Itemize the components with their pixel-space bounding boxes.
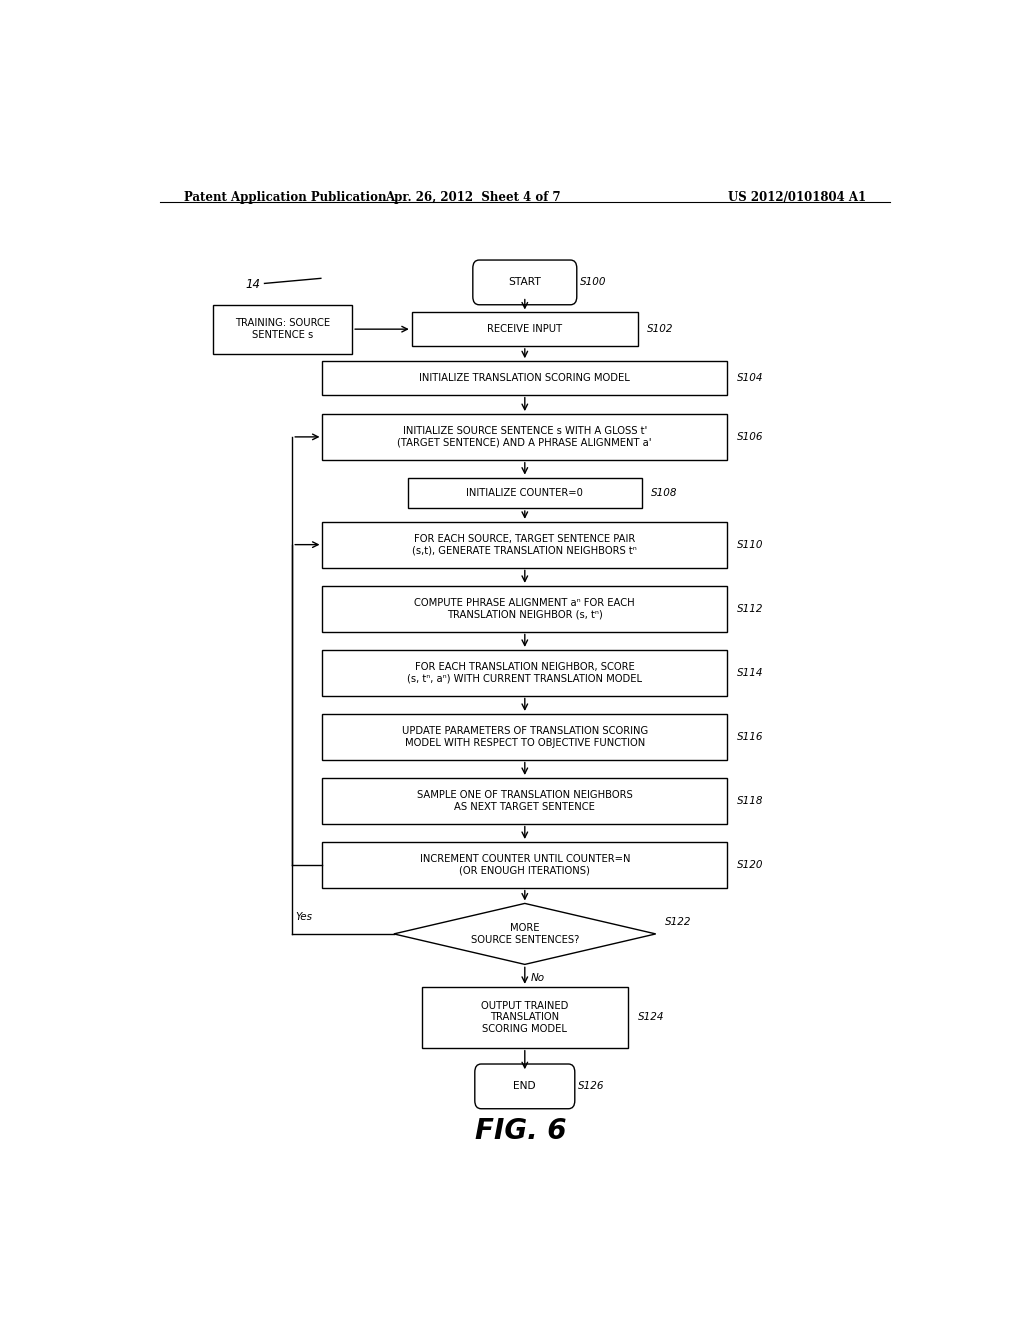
Text: S118: S118 xyxy=(736,796,763,805)
Text: S126: S126 xyxy=(578,1081,604,1092)
Text: END: END xyxy=(513,1081,537,1092)
Bar xyxy=(323,414,727,459)
Text: S110: S110 xyxy=(736,540,763,549)
Text: Patent Application Publication: Patent Application Publication xyxy=(183,191,386,203)
Text: INCREMENT COUNTER UNTIL COUNTER=N
(OR ENOUGH ITERATIONS): INCREMENT COUNTER UNTIL COUNTER=N (OR EN… xyxy=(420,854,630,875)
Bar xyxy=(323,649,727,696)
Text: S116: S116 xyxy=(736,731,763,742)
Text: FIG. 6: FIG. 6 xyxy=(475,1117,566,1144)
Text: COMPUTE PHRASE ALIGNMENT aⁿ FOR EACH
TRANSLATION NEIGHBOR (s, tⁿ): COMPUTE PHRASE ALIGNMENT aⁿ FOR EACH TRA… xyxy=(415,598,635,619)
Text: S102: S102 xyxy=(647,325,674,334)
Text: UPDATE PARAMETERS OF TRANSLATION SCORING
MODEL WITH RESPECT TO OBJECTIVE FUNCTIO: UPDATE PARAMETERS OF TRANSLATION SCORING… xyxy=(401,726,648,747)
Bar xyxy=(323,777,727,824)
Polygon shape xyxy=(394,903,655,965)
Text: Apr. 26, 2012  Sheet 4 of 7: Apr. 26, 2012 Sheet 4 of 7 xyxy=(385,191,561,203)
Text: S100: S100 xyxy=(580,277,606,288)
Text: INITIALIZE COUNTER=0: INITIALIZE COUNTER=0 xyxy=(466,488,584,498)
Text: 14: 14 xyxy=(246,279,261,290)
Text: START: START xyxy=(508,277,542,288)
Bar xyxy=(323,714,727,759)
Text: INITIALIZE TRANSLATION SCORING MODEL: INITIALIZE TRANSLATION SCORING MODEL xyxy=(420,374,630,383)
Text: S112: S112 xyxy=(736,603,763,614)
Text: S120: S120 xyxy=(736,859,763,870)
Bar xyxy=(323,586,727,631)
Text: FOR EACH SOURCE, TARGET SENTENCE PAIR
(s,t), GENERATE TRANSLATION NEIGHBORS tⁿ: FOR EACH SOURCE, TARGET SENTENCE PAIR (s… xyxy=(413,533,637,556)
FancyBboxPatch shape xyxy=(473,260,577,305)
FancyBboxPatch shape xyxy=(475,1064,574,1109)
Text: MORE
SOURCE SENTENCES?: MORE SOURCE SENTENCES? xyxy=(471,923,579,945)
Bar xyxy=(412,313,638,346)
Text: OUTPUT TRAINED
TRANSLATION
SCORING MODEL: OUTPUT TRAINED TRANSLATION SCORING MODEL xyxy=(481,1001,568,1034)
Text: TRAINING: SOURCE
SENTENCE s: TRAINING: SOURCE SENTENCE s xyxy=(236,318,331,341)
Bar xyxy=(422,987,628,1048)
Text: S108: S108 xyxy=(651,488,678,498)
Text: S122: S122 xyxy=(666,916,692,927)
Bar xyxy=(408,478,642,508)
Text: S104: S104 xyxy=(736,374,763,383)
Text: Yes: Yes xyxy=(296,912,312,921)
Text: RECEIVE INPUT: RECEIVE INPUT xyxy=(487,325,562,334)
Text: INITIALIZE SOURCE SENTENCE s WITH A GLOSS t'
(TARGET SENTENCE) AND A PHRASE ALIG: INITIALIZE SOURCE SENTENCE s WITH A GLOS… xyxy=(397,426,652,447)
Text: S114: S114 xyxy=(736,668,763,677)
Bar xyxy=(323,842,727,887)
Text: SAMPLE ONE OF TRANSLATION NEIGHBORS
AS NEXT TARGET SENTENCE: SAMPLE ONE OF TRANSLATION NEIGHBORS AS N… xyxy=(417,789,633,812)
Text: FOR EACH TRANSLATION NEIGHBOR, SCORE
(s, tⁿ, aⁿ) WITH CURRENT TRANSLATION MODEL: FOR EACH TRANSLATION NEIGHBOR, SCORE (s,… xyxy=(408,661,642,684)
Bar xyxy=(323,521,727,568)
Text: US 2012/0101804 A1: US 2012/0101804 A1 xyxy=(728,191,866,203)
Text: S106: S106 xyxy=(736,432,763,442)
Text: S124: S124 xyxy=(638,1012,664,1022)
Text: No: No xyxy=(531,973,545,982)
Bar xyxy=(323,362,727,395)
Bar xyxy=(213,305,352,354)
